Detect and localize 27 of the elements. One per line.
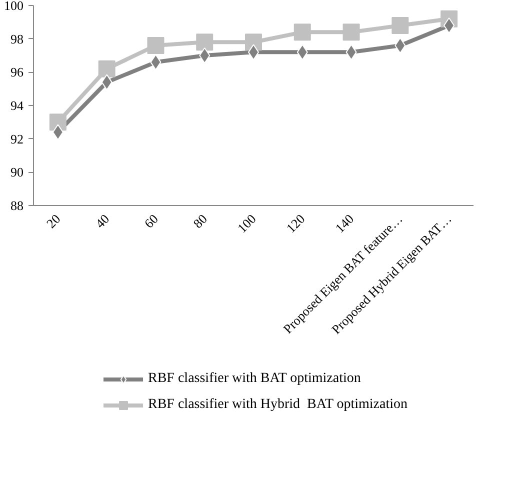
point xyxy=(392,17,409,34)
point xyxy=(147,37,164,54)
x-tick-label: 100 xyxy=(234,211,259,236)
x-tick-label: 40 xyxy=(92,211,112,231)
point xyxy=(294,24,311,41)
point xyxy=(199,48,210,64)
point xyxy=(196,34,214,51)
legend-label: RBF classifier with Hybrid BAT optimization xyxy=(148,397,408,413)
x-tick-label: 80 xyxy=(190,211,210,231)
point xyxy=(394,38,406,54)
x-tick-label: 20 xyxy=(43,211,64,231)
y-tick-label: 96 xyxy=(10,64,24,80)
point xyxy=(98,60,116,78)
y-tick-label: 100 xyxy=(4,0,24,13)
y-tick-label: 92 xyxy=(10,131,24,146)
point xyxy=(49,114,66,131)
point xyxy=(444,18,455,34)
x-tick-label: 60 xyxy=(141,211,162,231)
x-tick-label: 120 xyxy=(283,211,308,236)
y-tick-label: 98 xyxy=(10,31,24,46)
x-tick-label: 140 xyxy=(332,211,357,236)
y-tick-label: 90 xyxy=(10,164,24,180)
point xyxy=(245,34,262,51)
y-tick-label: 88 xyxy=(10,198,24,213)
point xyxy=(342,24,360,41)
legend-label: RBF classifier with BAT optimization xyxy=(148,371,361,387)
y-tick-label: 94 xyxy=(10,98,24,113)
